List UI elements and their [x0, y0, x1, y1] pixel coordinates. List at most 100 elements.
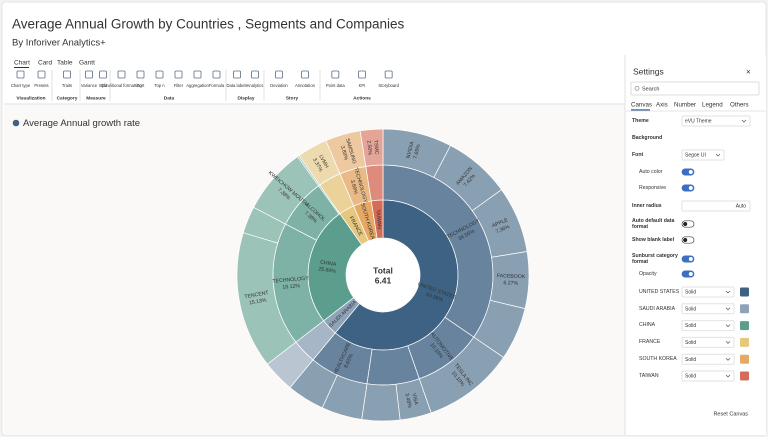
settings-tab[interactable]: Canvas — [631, 102, 652, 109]
toolbar-button-label[interactable]: Storyboard — [378, 83, 399, 88]
setting-label-text: Auto color — [639, 168, 663, 175]
segment-name: VISA — [410, 393, 419, 406]
toolbar-group-label: Visualization — [16, 95, 45, 101]
toolbar-button-label[interactable]: KPI — [359, 83, 366, 88]
sunburst-segment[interactable] — [359, 128, 384, 167]
dropdown-value: Solid — [685, 374, 696, 380]
settings-tab[interactable]: Legend — [702, 102, 723, 109]
toolbar-button-label[interactable]: Aggregation — [186, 83, 209, 88]
toolbar-tab[interactable]: Table — [57, 60, 73, 67]
segment-value: 15.13% — [249, 297, 268, 306]
setting-label-text: Show blank label — [632, 236, 675, 243]
dropdown[interactable] — [681, 149, 725, 161]
color-swatch[interactable] — [740, 287, 749, 297]
toolbar-button-label[interactable]: Data labels — [227, 83, 248, 88]
toolbar-button-label[interactable]: Traits — [62, 83, 72, 88]
toolbar-button-label[interactable]: Split — [99, 83, 108, 88]
toolbar-icon[interactable] — [233, 70, 241, 79]
toggle-knob — [683, 222, 688, 226]
center-label: Total — [373, 265, 393, 275]
dropdown[interactable] — [681, 320, 735, 332]
settings-tab[interactable]: Number — [674, 102, 696, 109]
dropdown-chevron — [725, 307, 731, 311]
toolbar-tab[interactable]: Card — [38, 60, 52, 67]
toolbar-button-label[interactable]: Conditional formatting — [101, 83, 142, 88]
toggle-knob — [688, 272, 693, 276]
color-swatch[interactable] — [740, 304, 749, 314]
toolbar — [4, 55, 625, 104]
toolbar-button-label[interactable]: Point data — [326, 83, 346, 88]
segment-value: 2.50% — [365, 140, 372, 156]
color-swatch[interactable] — [740, 354, 749, 364]
toolbar-button-label[interactable]: Variance — [81, 83, 98, 88]
toolbar-group-label: Measure — [86, 95, 106, 101]
color-swatch[interactable] — [740, 371, 749, 381]
toolbar-button-label[interactable]: Formula — [209, 83, 225, 88]
toolbar-button-label[interactable]: Filter — [174, 83, 184, 88]
toolbar-icon[interactable] — [99, 70, 107, 79]
toolbar-icon[interactable] — [301, 70, 309, 79]
toolbar-button-label[interactable]: Deviation — [270, 83, 288, 88]
dropdown[interactable] — [681, 370, 735, 382]
toolbar-button-label[interactable]: Top n — [154, 83, 165, 88]
toolbar-icon[interactable] — [37, 70, 46, 79]
setting-label: Font — [632, 152, 643, 158]
sunburst-segment[interactable] — [361, 383, 401, 422]
toolbar-button-label[interactable]: Analytics — [247, 83, 264, 88]
segment-value: 3.48% — [403, 393, 412, 409]
dropdown-chevron — [725, 341, 731, 344]
setting-label-text: CHINA — [639, 322, 656, 329]
toolbar-icon[interactable] — [85, 70, 93, 79]
toolbar-group-label: Category — [57, 95, 78, 101]
settings-tab[interactable]: Others — [730, 102, 749, 109]
setting-label: CHINA — [639, 322, 656, 329]
color-swatch[interactable] — [740, 337, 749, 347]
dropdown-value: Solid — [685, 290, 696, 296]
toolbar-icon[interactable] — [331, 70, 340, 79]
dropdown-value: Solid — [685, 340, 696, 346]
search-box[interactable] — [630, 81, 760, 96]
close-button[interactable]: × — [746, 68, 751, 77]
toolbar-tab[interactable]: Gantt — [79, 60, 95, 67]
settings-content: Settings × Search Canvas Axis Number Legend Oth… — [626, 66, 766, 417]
toolbar-icon[interactable] — [16, 70, 25, 79]
segment-name: TAIWAN — [374, 209, 382, 229]
toolbar-icon[interactable] — [117, 70, 126, 79]
toolbar-icon[interactable] — [384, 70, 393, 79]
input-box[interactable] — [681, 200, 751, 212]
settings-tab[interactable]: Axis — [656, 102, 668, 109]
toolbar-icon[interactable] — [251, 70, 259, 79]
dropdown[interactable] — [681, 303, 735, 315]
setting-label: Auto color — [639, 168, 663, 175]
dropdown[interactable] — [681, 353, 735, 365]
setting-label-text: Background — [632, 134, 663, 141]
segment-value: 18.12% — [282, 283, 300, 291]
dropdown[interactable] — [681, 286, 735, 298]
toolbar-icon[interactable] — [63, 70, 71, 79]
toolbar-icon[interactable] — [174, 70, 183, 79]
color-swatch[interactable] — [740, 321, 749, 331]
toolbar-icon[interactable] — [155, 70, 164, 79]
toolbar-button-label[interactable]: Sort — [137, 83, 146, 88]
search-icon — [634, 85, 640, 91]
segment-value: 6.27% — [503, 280, 518, 287]
toolbar-icon[interactable] — [193, 70, 202, 79]
toolbar-icon[interactable] — [275, 70, 283, 79]
toolbar-button-label[interactable]: Presets — [34, 83, 48, 88]
search-placeholder: Search — [642, 86, 659, 92]
segment-value: 3.89% — [339, 145, 349, 161]
dropdown-chevron — [715, 153, 721, 157]
toolbar-icon[interactable] — [358, 70, 366, 79]
dropdown[interactable] — [681, 115, 751, 127]
segment-value: 25.69% — [318, 266, 337, 275]
toolbar-icon[interactable] — [212, 70, 221, 79]
toolbar-button-label[interactable]: Annotation — [295, 83, 316, 88]
reset-button[interactable]: Reset Canvas — [713, 411, 748, 417]
toolbar-tab[interactable]: Chart — [14, 60, 30, 67]
dropdown[interactable] — [681, 336, 735, 348]
setting-label-text: SOUTH KOREA — [639, 355, 677, 362]
toolbar-button-label[interactable]: Chart type — [11, 83, 31, 88]
toolbar-icon[interactable] — [136, 70, 145, 79]
